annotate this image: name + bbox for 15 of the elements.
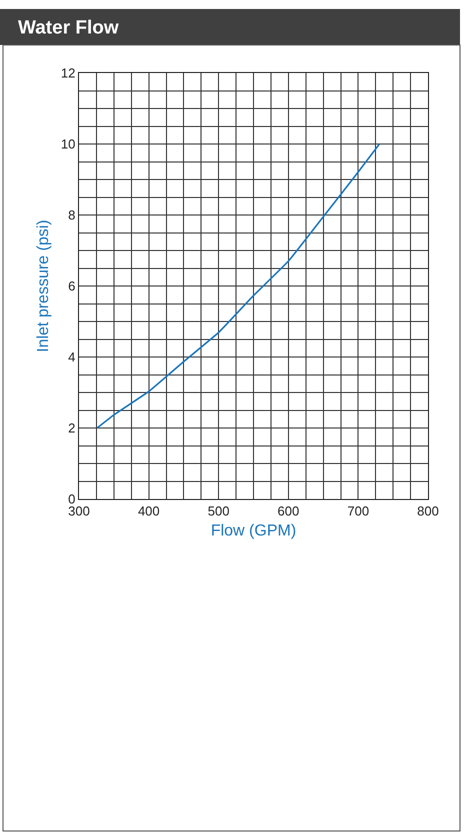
- y-tick-label: 2: [68, 420, 76, 436]
- y-tick-label: 8: [68, 208, 76, 223]
- x-tick-label: 400: [138, 504, 160, 519]
- chart-title: Water Flow: [18, 18, 119, 39]
- x-axis-title: Flow (GPM): [210, 522, 296, 540]
- x-tick-label: 600: [278, 504, 300, 519]
- y-tick-label: 10: [60, 136, 76, 152]
- y-tick-label: 6: [68, 278, 76, 294]
- line-series: [96, 144, 380, 429]
- x-tick-label: 800: [417, 504, 439, 519]
- x-tick-label: 700: [347, 504, 370, 519]
- x-tick-label: 500: [208, 504, 230, 519]
- y-tick-label: 12: [60, 66, 76, 81]
- y-tick-label: 4: [68, 350, 76, 365]
- y-axis-title: Inlet pressure (psi): [34, 220, 52, 352]
